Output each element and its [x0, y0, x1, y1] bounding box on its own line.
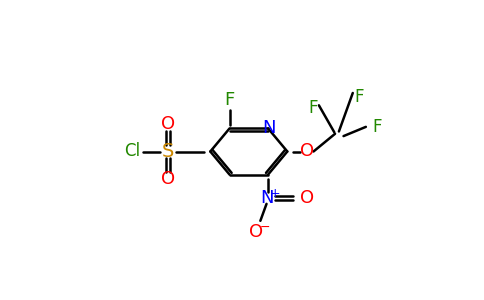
Text: S: S — [162, 142, 174, 161]
Text: F: F — [354, 88, 363, 106]
Text: F: F — [308, 99, 318, 117]
Text: Cl: Cl — [124, 142, 140, 160]
Text: O: O — [249, 223, 263, 241]
Text: N: N — [260, 189, 274, 207]
Text: O: O — [300, 189, 315, 207]
Text: O: O — [161, 170, 175, 188]
Text: F: F — [373, 118, 382, 136]
Text: O: O — [300, 142, 314, 160]
Text: O: O — [161, 115, 175, 133]
Text: N: N — [262, 119, 275, 137]
Text: −: − — [260, 220, 270, 233]
Text: +: + — [270, 187, 280, 200]
Text: F: F — [225, 91, 235, 109]
